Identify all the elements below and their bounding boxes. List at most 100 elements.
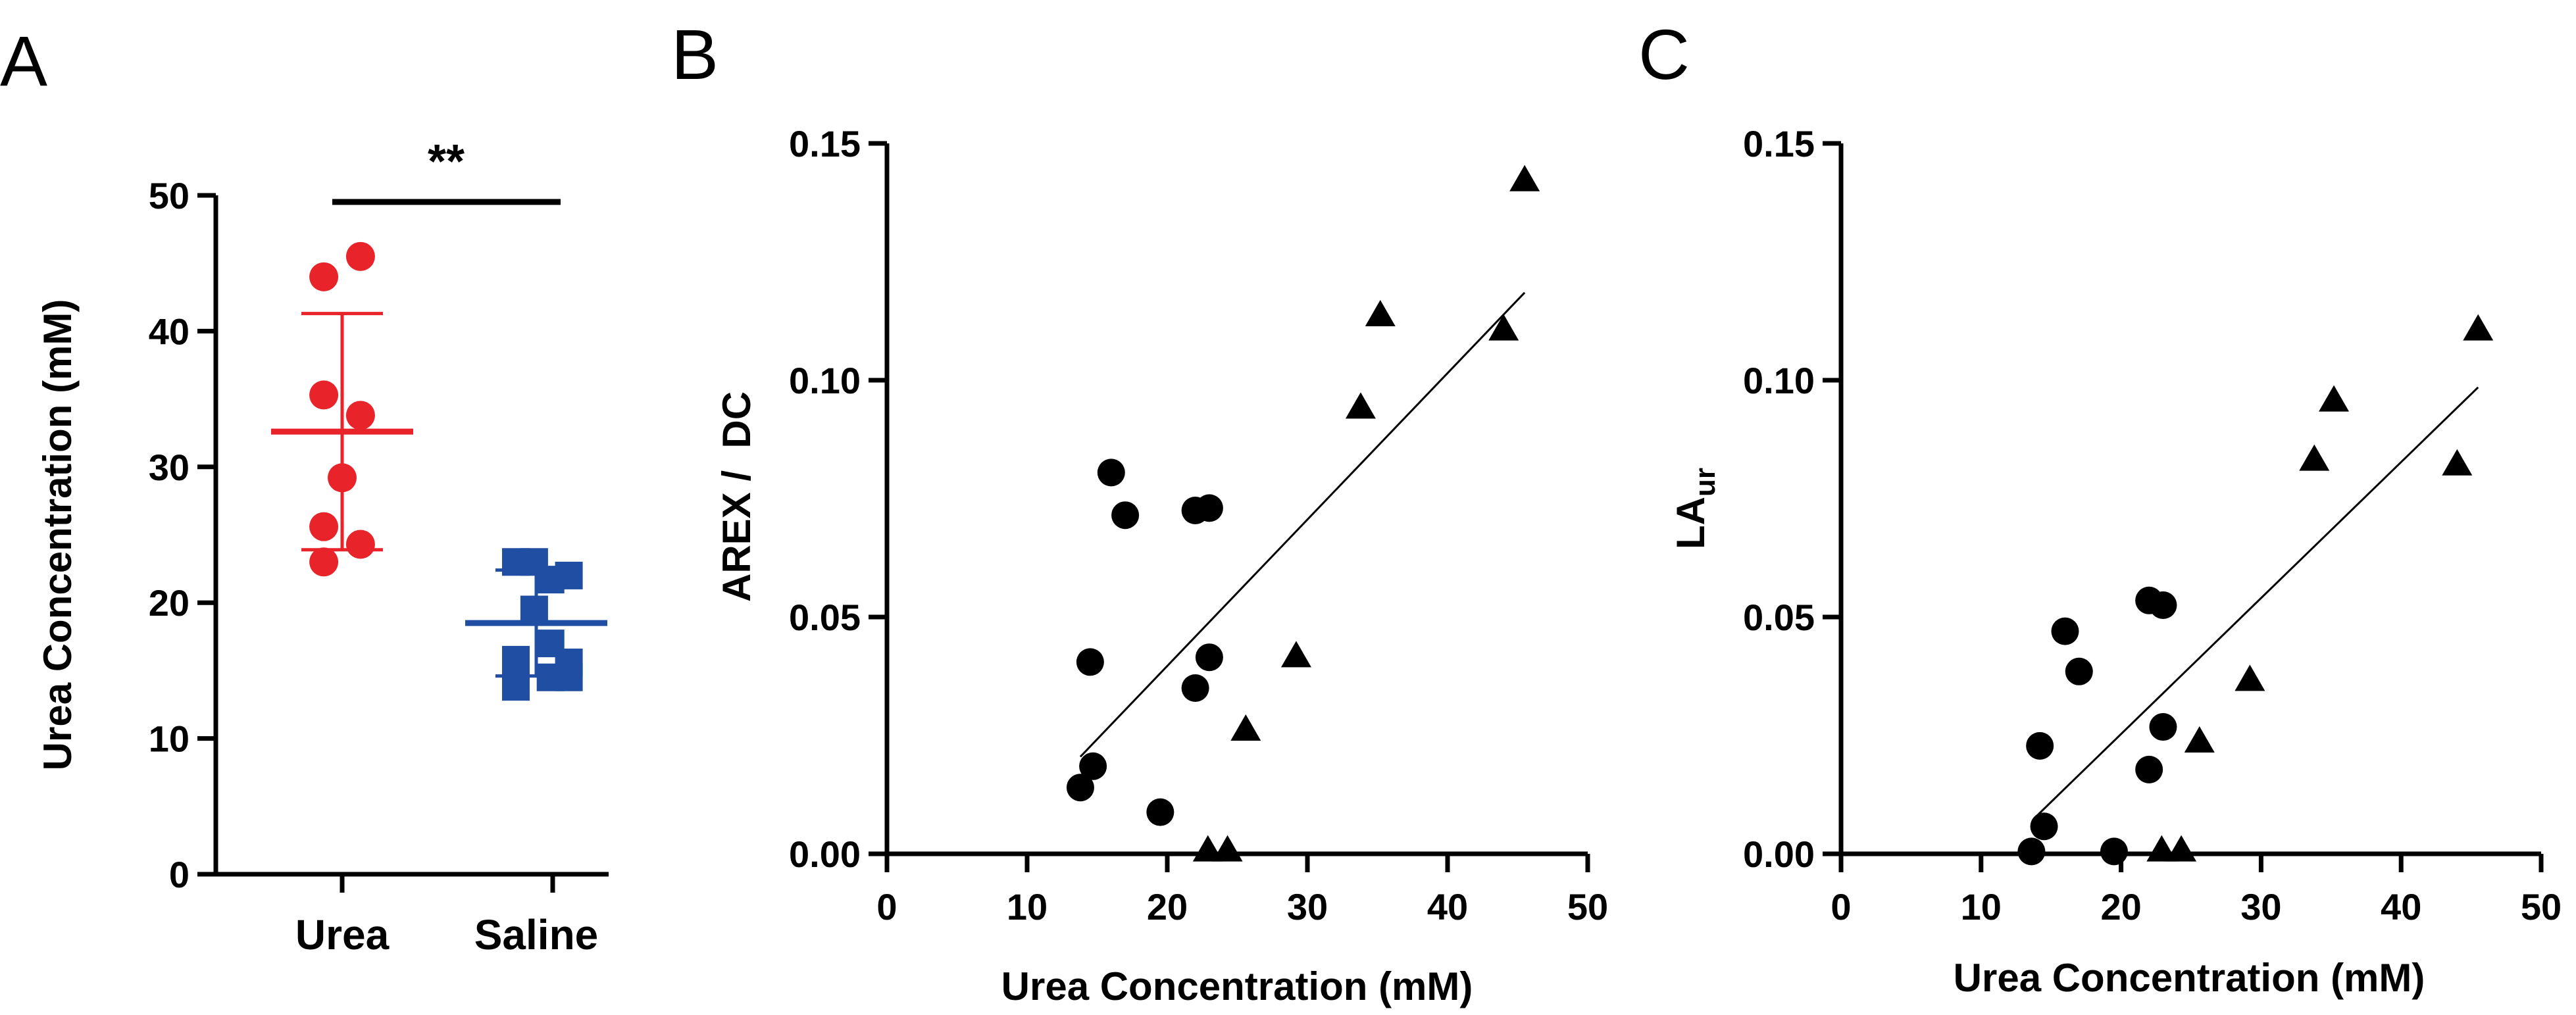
triangle-point <box>2463 314 2494 341</box>
circle-point <box>2065 657 2093 685</box>
x-tick-label: 0 <box>876 886 897 928</box>
category-label-urea: Urea <box>295 911 390 958</box>
circle-point <box>1076 648 1104 676</box>
triangle-point <box>2184 726 2215 753</box>
panel-b: B 0 10 20 30 40 50 0.00 0.05 0.10 0.15 Urea Conce… <box>671 14 1608 1008</box>
panel-c-points <box>2017 314 2494 866</box>
panel-b-fit-line <box>1079 291 1526 758</box>
urea-point <box>345 241 375 271</box>
urea-point <box>345 530 375 559</box>
urea-point <box>309 547 339 577</box>
saline-point <box>536 566 565 594</box>
panel-b-axes <box>884 143 1588 856</box>
panel-c-y-axis-title-main: LA <box>1669 497 1713 549</box>
x-tick-label: 30 <box>2240 886 2281 928</box>
y-tick-label: 0.05 <box>789 597 861 638</box>
panel-a: A 0 10 20 30 40 50 Urea Saline Urea Concentra… <box>0 21 609 958</box>
x-tick-label: 20 <box>1147 886 1188 928</box>
circle-point <box>2149 713 2177 741</box>
y-tick-label: 0.05 <box>1743 597 1815 638</box>
panel-c-y-axis-title-subscript: ur <box>1689 468 1721 497</box>
panel-b-x-axis-title: Urea Concentration (mM) <box>1001 964 1473 1008</box>
panel-b-points <box>1066 164 1540 862</box>
urea-point <box>345 401 375 430</box>
y-tick-label: 0.10 <box>1743 360 1815 401</box>
x-tick-label: 40 <box>1427 886 1468 928</box>
circle-point <box>1146 798 1174 826</box>
y-tick-label: 50 <box>149 175 189 216</box>
panel-a-points <box>309 241 583 701</box>
significance-label: ** <box>428 136 465 188</box>
triangle-point <box>1192 835 1223 862</box>
circle-point <box>2026 731 2054 760</box>
circle-point <box>1195 643 1223 672</box>
y-tick-label: 40 <box>149 310 189 352</box>
triangle-point <box>2166 835 2197 862</box>
urea-point <box>328 463 357 493</box>
circle-point <box>2100 837 2128 866</box>
saline-point <box>502 673 530 701</box>
circle-point <box>1066 774 1094 802</box>
triangle-point <box>1345 392 1376 419</box>
panel-b-letter: B <box>671 14 719 94</box>
y-tick-label: 20 <box>149 582 189 624</box>
triangle-point <box>1365 300 1396 326</box>
x-tick-label: 50 <box>2521 886 2562 928</box>
triangle-point <box>2442 449 2473 476</box>
panel-a-axes <box>213 195 609 893</box>
triangle-point <box>1230 714 1261 741</box>
triangle-point <box>2235 664 2265 691</box>
panel-c-ticks: 0 10 20 30 40 50 0.00 0.05 0.10 0.15 <box>1743 123 2562 928</box>
saline-point <box>502 645 530 674</box>
urea-point <box>309 262 339 291</box>
circle-point <box>2051 617 2079 645</box>
y-tick-label: 0.00 <box>1743 833 1815 875</box>
x-tick-label: 50 <box>1567 886 1608 928</box>
triangle-point <box>2319 385 2350 412</box>
x-tick-label: 10 <box>1007 886 1048 928</box>
triangle-point <box>2146 835 2177 862</box>
regression-line <box>1079 291 1526 758</box>
circle-point <box>1097 458 1125 487</box>
circle-point <box>2030 812 2058 841</box>
y-tick-label: 0.15 <box>1743 123 1815 164</box>
triangle-point <box>1212 835 1243 862</box>
triangle-point <box>1488 314 1519 341</box>
x-tick-label: 20 <box>2100 886 2141 928</box>
circle-point <box>2017 837 2046 866</box>
panel-a-y-ticks: 0 10 20 30 40 50 <box>149 175 216 895</box>
y-tick-label: 0.15 <box>789 123 861 164</box>
urea-point <box>309 380 339 410</box>
x-tick-label: 10 <box>1961 886 2002 928</box>
circle-point <box>1111 501 1140 530</box>
x-tick-label: 40 <box>2381 886 2421 928</box>
category-label-saline: Saline <box>474 911 599 958</box>
panel-a-error-bars <box>271 312 607 678</box>
panel-c-fit-line <box>2033 386 2479 820</box>
circle-point <box>2149 591 2177 619</box>
saline-point <box>520 595 548 624</box>
x-tick-label: 30 <box>1287 886 1328 928</box>
panel-b-y-axis-title: AREX / DC <box>715 391 759 602</box>
panel-c-x-axis-title: Urea Concentration (mM) <box>1954 956 2425 1000</box>
panel-c-letter: C <box>1638 14 1690 94</box>
triangle-point <box>1280 641 1311 668</box>
circle-point <box>2135 755 2163 783</box>
regression-line <box>2033 386 2479 820</box>
urea-point <box>309 512 339 541</box>
y-tick-label: 10 <box>149 718 189 760</box>
y-tick-label: 0.00 <box>789 833 861 875</box>
circle-point <box>1181 674 1209 702</box>
triangle-point <box>1509 164 1540 191</box>
panel-c-y-axis-title: LAur <box>1669 468 1721 549</box>
panel-c: C 0 10 20 30 40 50 0.00 0.05 0.10 0.15 Urea Conce… <box>1638 14 2562 1000</box>
y-tick-label: 0 <box>169 854 189 895</box>
saline-point <box>555 663 583 691</box>
circle-point <box>1195 494 1223 522</box>
x-tick-label: 0 <box>1831 886 1851 928</box>
y-tick-label: 0.10 <box>789 360 861 401</box>
panel-a-y-axis-title: Urea Concentration (mM) <box>36 299 80 771</box>
circle-point <box>1079 752 1107 780</box>
y-tick-label: 30 <box>149 447 189 488</box>
